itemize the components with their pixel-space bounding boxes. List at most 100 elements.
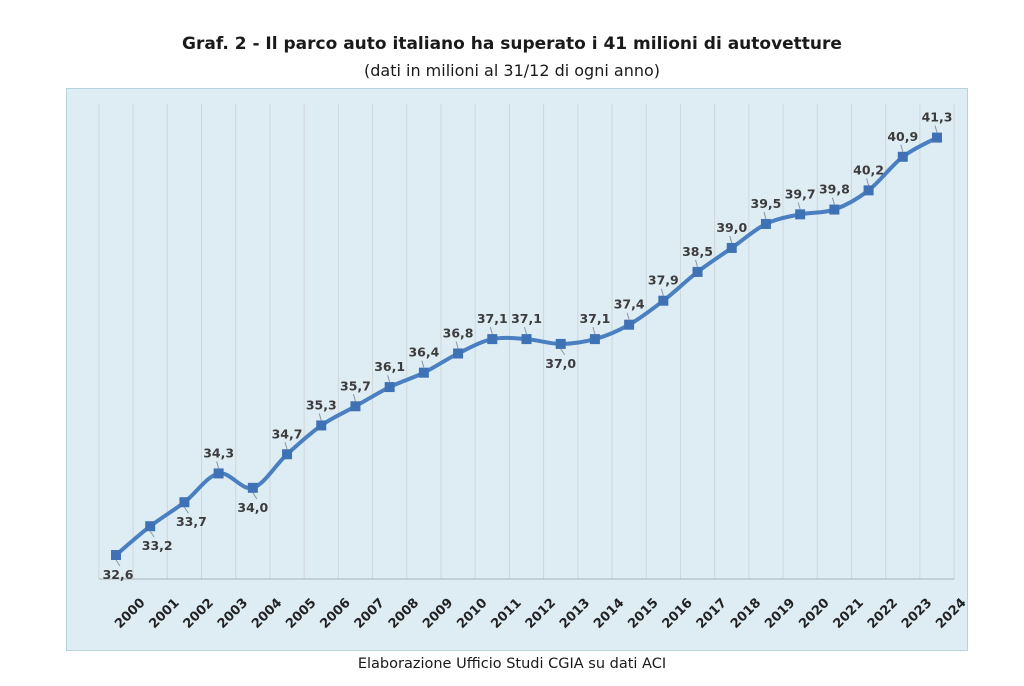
data-label: 34,0 [237, 500, 268, 515]
x-tick-label: 2022 [865, 596, 901, 632]
leader-line [660, 288, 664, 296]
data-point [316, 420, 327, 431]
leader-line [149, 530, 155, 538]
data-point [487, 334, 498, 345]
leader-line [592, 326, 596, 335]
data-point [658, 295, 669, 306]
data-point [726, 242, 737, 253]
x-tick-label: 2009 [420, 596, 456, 632]
data-point [760, 218, 771, 229]
x-tick-label: 2011 [489, 596, 525, 632]
x-tick-label: 2015 [625, 596, 661, 632]
x-tick-label: 2001 [146, 596, 182, 632]
x-tick-label: 2021 [831, 596, 867, 632]
x-tick-label: 2006 [317, 596, 353, 632]
x-tick-label: 2012 [523, 596, 559, 632]
data-point [589, 334, 600, 345]
chart-subtitle: (dati in milioni al 31/12 di ogni anno) [363, 61, 660, 80]
leader-line [115, 559, 121, 567]
data-label: 39,5 [751, 196, 782, 211]
data-label: 39,7 [785, 186, 816, 201]
leader-line [626, 312, 630, 320]
chart-source: Elaborazione Ufficio Studi CGIA su dati … [357, 656, 667, 672]
data-label: 40,9 [887, 129, 918, 144]
data-label: 36,4 [408, 345, 439, 360]
x-tick-label: 2024 [933, 596, 969, 632]
data-label: 39,0 [716, 220, 747, 235]
x-tick-label: 2014 [591, 596, 627, 632]
data-label: 39,8 [819, 182, 850, 197]
data-label: 34,7 [272, 426, 303, 441]
leader-line [729, 235, 733, 244]
x-tick-label: 2003 [215, 596, 251, 632]
leader-line [252, 492, 258, 500]
data-point [213, 468, 224, 479]
x-tick-label: 2018 [728, 596, 764, 632]
leader-line [318, 413, 322, 421]
leader-line [489, 326, 493, 335]
x-tick-label: 2020 [796, 596, 832, 632]
data-point [453, 348, 464, 359]
data-point [247, 482, 258, 493]
data-label: 37,1 [477, 311, 508, 326]
data-point [282, 449, 293, 460]
leader-line [387, 374, 391, 383]
data-label: 34,3 [203, 445, 234, 460]
data-label: 35,3 [306, 397, 337, 412]
leader-line [560, 348, 566, 356]
x-tick-label: 2023 [899, 596, 935, 632]
data-label: 33,2 [142, 538, 173, 553]
data-label: 37,0 [545, 356, 576, 371]
data-point [555, 338, 566, 349]
leader-line [831, 197, 835, 205]
data-label: 36,1 [374, 359, 405, 374]
x-tick-label: 2019 [762, 596, 798, 632]
x-tick-label: 2007 [352, 596, 388, 632]
leader-line [934, 125, 938, 133]
x-tick-label: 2013 [557, 596, 593, 632]
leader-line [421, 360, 425, 368]
x-tick-label: 2002 [181, 596, 217, 632]
x-tick-label: 2010 [454, 596, 490, 632]
data-label: 41,3 [922, 110, 953, 125]
data-point [145, 521, 156, 532]
x-tick-label: 2000 [112, 596, 148, 632]
leader-line [455, 341, 459, 349]
leader-line [524, 326, 527, 335]
data-label: 32,6 [103, 567, 134, 582]
leader-line [866, 178, 870, 186]
data-point [863, 185, 874, 196]
data-label: 38,5 [682, 244, 713, 259]
chart-title: Graf. 2 - Il parco auto italiano ha supe… [182, 34, 842, 54]
data-label: 36,8 [443, 325, 474, 340]
data-label: 37,1 [579, 311, 610, 326]
data-label: 37,1 [511, 311, 542, 326]
leader-line [797, 202, 801, 210]
leader-line [284, 442, 288, 450]
data-point [897, 151, 908, 162]
data-point [692, 266, 703, 277]
data-point [384, 382, 395, 393]
data-point [624, 319, 635, 330]
data-point [829, 204, 840, 215]
data-point [111, 550, 121, 561]
leader-line [900, 144, 904, 152]
x-tick-label: 2017 [694, 596, 730, 632]
data-label: 40,2 [853, 162, 884, 177]
data-point [521, 334, 532, 345]
data-point [932, 132, 942, 143]
data-label: 35,7 [340, 378, 371, 393]
x-tick-label: 2005 [283, 596, 319, 632]
x-tick-label: 2004 [249, 596, 285, 632]
x-tick-label: 2016 [660, 596, 696, 632]
leader-line [763, 211, 767, 220]
data-point [795, 209, 806, 220]
leader-line [184, 506, 189, 514]
x-tick-label: 2008 [386, 596, 422, 632]
data-label: 37,9 [648, 273, 679, 288]
data-point [350, 401, 361, 412]
data-label: 37,4 [614, 297, 645, 312]
leader-line [695, 259, 699, 268]
leader-line [216, 461, 220, 469]
